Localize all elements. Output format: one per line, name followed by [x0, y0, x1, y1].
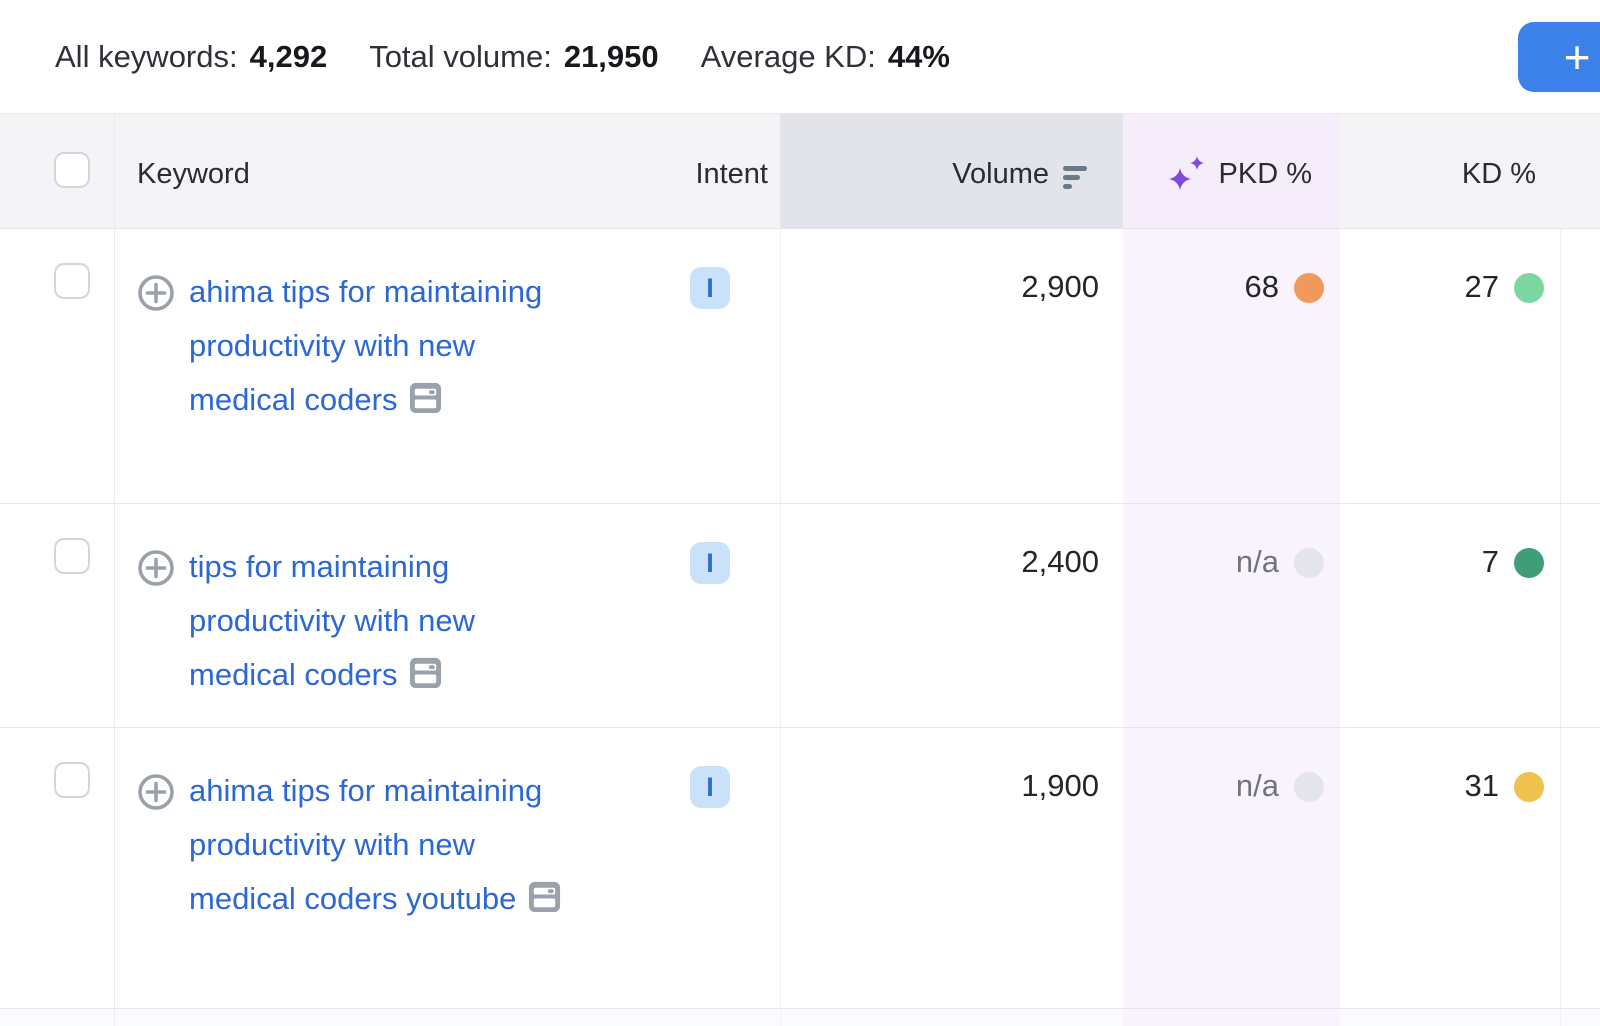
row-checkbox[interactable]: [54, 263, 90, 299]
keyword-text-wrap: ahima tips for maintaining productivity …: [189, 764, 587, 931]
keyword-cell: tips for maintaining productivity with n…: [115, 504, 780, 727]
stat-all-keywords: All keywords: 4,292: [55, 39, 327, 75]
kd-cell: 27: [1340, 229, 1560, 503]
pkd-score-dot: [1294, 548, 1324, 578]
table-row: ahima tips for maintaining productivity …: [0, 728, 1600, 1009]
expand-plus-circle-icon[interactable]: [137, 549, 175, 587]
stat-label: All keywords:: [55, 38, 238, 74]
stat-label: Total volume:: [369, 38, 552, 74]
kd-value: 27: [1464, 269, 1499, 304]
next-row-stub: [0, 1009, 1600, 1026]
row-spacer-cell: [1560, 504, 1600, 727]
expand-plus-circle-icon[interactable]: [137, 274, 175, 312]
intent-cell: I: [640, 728, 780, 1008]
stat-total-volume: Total volume: 21,950: [369, 39, 658, 75]
table-row: ahima tips for maintaining productivity …: [0, 229, 1600, 504]
intent-badge[interactable]: I: [690, 766, 730, 808]
column-header-volume[interactable]: Volume: [780, 114, 1123, 228]
kd-cell: 7: [1340, 504, 1560, 727]
intent-badge[interactable]: I: [690, 542, 730, 584]
intent-cell: I: [640, 229, 780, 503]
pkd-cell: n/a: [1123, 728, 1340, 1008]
select-all-checkbox[interactable]: [54, 152, 90, 188]
pkd-value: n/a: [1235, 544, 1279, 579]
keyword-link[interactable]: tips for maintaining productivity with n…: [189, 549, 476, 692]
stat-value: 4,292: [249, 38, 328, 74]
header-checkbox-cell: [0, 114, 115, 228]
intent-cell: I: [640, 504, 780, 727]
volume-value: 1,900: [1021, 768, 1099, 803]
kd-cell: 31: [1340, 728, 1560, 1008]
row-checkbox[interactable]: [54, 538, 90, 574]
kd-value: 7: [1481, 544, 1499, 579]
row-checkbox-cell: [0, 728, 115, 1008]
ai-sparkle-icon: [1168, 156, 1204, 190]
table-row: tips for maintaining productivity with n…: [0, 504, 1600, 728]
header-spacer-cell: [1560, 114, 1600, 228]
keyword-link[interactable]: ahima tips for maintaining productivity …: [189, 773, 543, 916]
volume-value: 2,400: [1021, 544, 1099, 579]
column-header-pkd-label: PKD %: [1218, 158, 1312, 190]
pkd-score-dot: [1294, 772, 1324, 802]
column-header-volume-label: Volume: [952, 158, 1049, 190]
keyword-cell: ahima tips for maintaining productivity …: [115, 229, 780, 503]
column-header-keyword[interactable]: Keyword: [137, 158, 250, 190]
pkd-value: 68: [1244, 269, 1279, 304]
volume-cell: 2,400: [780, 504, 1123, 727]
expand-plus-circle-icon[interactable]: [137, 773, 175, 811]
row-checkbox-cell: [0, 504, 115, 727]
add-keywords-button[interactable]: +: [1518, 22, 1600, 92]
pkd-score-dot: [1294, 273, 1324, 303]
stat-average-kd: Average KD: 44%: [701, 39, 950, 75]
sort-descending-icon: [1063, 166, 1087, 189]
column-header-intent[interactable]: Intent: [695, 158, 768, 190]
table-header: Keyword Intent Volume PKD % KD %: [0, 113, 1600, 229]
keyword-main: ahima tips for maintaining productivity …: [115, 229, 640, 503]
row-checkbox-cell: [0, 229, 115, 503]
keyword-link[interactable]: ahima tips for maintaining productivity …: [189, 274, 543, 417]
kd-score-dot: [1514, 548, 1544, 578]
kd-score-dot: [1514, 273, 1544, 303]
stat-label: Average KD:: [700, 38, 876, 74]
column-header-kd-label: KD %: [1461, 158, 1536, 190]
serp-features-icon[interactable]: [527, 877, 562, 931]
volume-value: 2,900: [1021, 269, 1099, 304]
row-spacer-cell: [1560, 229, 1600, 503]
serp-features-icon[interactable]: [408, 653, 443, 707]
keyword-cell: ahima tips for maintaining productivity …: [115, 728, 780, 1008]
stat-value: 21,950: [563, 38, 659, 74]
row-checkbox[interactable]: [54, 762, 90, 798]
volume-cell: 1,900: [780, 728, 1123, 1008]
column-header-kd[interactable]: KD %: [1340, 114, 1560, 228]
intent-badge[interactable]: I: [690, 267, 730, 309]
stat-value: 44%: [887, 38, 950, 74]
pkd-cell: n/a: [1123, 504, 1340, 727]
row-spacer-cell: [1560, 728, 1600, 1008]
keyword-main: ahima tips for maintaining productivity …: [115, 728, 640, 1008]
keyword-text-wrap: ahima tips for maintaining productivity …: [189, 265, 587, 432]
column-header-pkd[interactable]: PKD %: [1123, 114, 1340, 228]
keyword-text-wrap: tips for maintaining productivity with n…: [189, 540, 587, 707]
serp-features-icon[interactable]: [408, 378, 443, 432]
summary-bar: All keywords: 4,292 Total volume: 21,950…: [0, 0, 1600, 113]
header-keyword-cell: Keyword Intent: [115, 114, 780, 228]
kd-score-dot: [1514, 772, 1544, 802]
kd-value: 31: [1464, 768, 1499, 803]
pkd-cell: 68: [1123, 229, 1340, 503]
pkd-value: n/a: [1235, 768, 1279, 803]
volume-cell: 2,900: [780, 229, 1123, 503]
plus-icon: +: [1563, 31, 1591, 83]
keyword-main: tips for maintaining productivity with n…: [115, 504, 640, 727]
